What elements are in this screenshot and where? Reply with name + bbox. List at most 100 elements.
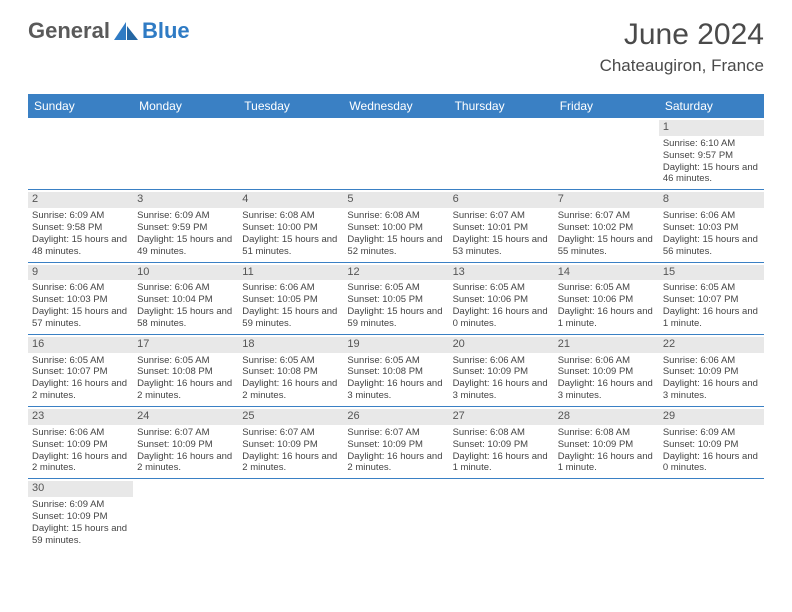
daylight-text: Daylight: 15 hours and 59 minutes. — [242, 306, 339, 330]
empty-cell — [659, 479, 764, 550]
day-cell: 14Sunrise: 6:05 AMSunset: 10:06 PMDaylig… — [554, 263, 659, 334]
sunrise-text: Sunrise: 6:09 AM — [663, 427, 760, 439]
week-row: 2Sunrise: 6:09 AMSunset: 9:58 PMDaylight… — [28, 190, 764, 262]
sunset-text: Sunset: 9:57 PM — [663, 150, 760, 162]
sunrise-text: Sunrise: 6:06 AM — [558, 355, 655, 367]
week-row: 23Sunrise: 6:06 AMSunset: 10:09 PMDaylig… — [28, 407, 764, 479]
sunset-text: Sunset: 10:00 PM — [242, 222, 339, 234]
daylight-text: Daylight: 16 hours and 2 minutes. — [242, 451, 339, 475]
daylight-text: Daylight: 16 hours and 3 minutes. — [558, 378, 655, 402]
empty-cell — [449, 118, 554, 189]
empty-cell — [449, 479, 554, 550]
day-header: Monday — [133, 94, 238, 118]
week-row: 30Sunrise: 6:09 AMSunset: 10:09 PMDaylig… — [28, 479, 764, 550]
day-number: 6 — [449, 192, 554, 208]
day-number: 8 — [659, 192, 764, 208]
empty-cell — [133, 118, 238, 189]
day-cell: 7Sunrise: 6:07 AMSunset: 10:02 PMDayligh… — [554, 190, 659, 261]
day-cell: 5Sunrise: 6:08 AMSunset: 10:00 PMDayligh… — [343, 190, 448, 261]
daylight-text: Daylight: 16 hours and 1 minute. — [453, 451, 550, 475]
day-number: 28 — [554, 409, 659, 425]
empty-cell — [238, 479, 343, 550]
sunrise-text: Sunrise: 6:07 AM — [242, 427, 339, 439]
sunset-text: Sunset: 10:07 PM — [663, 294, 760, 306]
day-number: 30 — [28, 481, 133, 497]
empty-cell — [554, 118, 659, 189]
sunrise-text: Sunrise: 6:08 AM — [558, 427, 655, 439]
daylight-text: Daylight: 16 hours and 2 minutes. — [137, 378, 234, 402]
empty-cell — [343, 479, 448, 550]
day-number: 21 — [554, 337, 659, 353]
sunset-text: Sunset: 10:04 PM — [137, 294, 234, 306]
sunrise-text: Sunrise: 6:09 AM — [137, 210, 234, 222]
day-header: Saturday — [659, 94, 764, 118]
day-number: 7 — [554, 192, 659, 208]
sunset-text: Sunset: 10:07 PM — [32, 366, 129, 378]
day-header: Wednesday — [343, 94, 448, 118]
day-cell: 27Sunrise: 6:08 AMSunset: 10:09 PMDaylig… — [449, 407, 554, 478]
calendar: SundayMondayTuesdayWednesdayThursdayFrid… — [28, 94, 764, 551]
sunrise-text: Sunrise: 6:06 AM — [242, 282, 339, 294]
day-number: 26 — [343, 409, 448, 425]
sunset-text: Sunset: 10:09 PM — [242, 439, 339, 451]
sunrise-text: Sunrise: 6:05 AM — [32, 355, 129, 367]
day-number: 5 — [343, 192, 448, 208]
sunrise-text: Sunrise: 6:05 AM — [347, 282, 444, 294]
sunrise-text: Sunrise: 6:08 AM — [347, 210, 444, 222]
day-cell: 20Sunrise: 6:06 AMSunset: 10:09 PMDaylig… — [449, 335, 554, 406]
day-number: 16 — [28, 337, 133, 353]
day-cell: 8Sunrise: 6:06 AMSunset: 10:03 PMDayligh… — [659, 190, 764, 261]
sunrise-text: Sunrise: 6:08 AM — [242, 210, 339, 222]
daylight-text: Daylight: 15 hours and 58 minutes. — [137, 306, 234, 330]
sunrise-text: Sunrise: 6:06 AM — [663, 355, 760, 367]
daylight-text: Daylight: 15 hours and 52 minutes. — [347, 234, 444, 258]
week-row: 9Sunrise: 6:06 AMSunset: 10:03 PMDayligh… — [28, 263, 764, 335]
sunset-text: Sunset: 10:03 PM — [32, 294, 129, 306]
sunrise-text: Sunrise: 6:10 AM — [663, 138, 760, 150]
sunrise-text: Sunrise: 6:06 AM — [663, 210, 760, 222]
sunset-text: Sunset: 10:09 PM — [347, 439, 444, 451]
daylight-text: Daylight: 16 hours and 2 minutes. — [32, 378, 129, 402]
day-cell: 6Sunrise: 6:07 AMSunset: 10:01 PMDayligh… — [449, 190, 554, 261]
empty-cell — [28, 118, 133, 189]
sunset-text: Sunset: 10:09 PM — [663, 439, 760, 451]
sunrise-text: Sunrise: 6:05 AM — [242, 355, 339, 367]
sunset-text: Sunset: 10:09 PM — [453, 366, 550, 378]
daylight-text: Daylight: 16 hours and 1 minute. — [558, 451, 655, 475]
daylight-text: Daylight: 15 hours and 48 minutes. — [32, 234, 129, 258]
sunset-text: Sunset: 10:09 PM — [558, 439, 655, 451]
day-cell: 12Sunrise: 6:05 AMSunset: 10:05 PMDaylig… — [343, 263, 448, 334]
day-number: 17 — [133, 337, 238, 353]
week-row: 1Sunrise: 6:10 AMSunset: 9:57 PMDaylight… — [28, 118, 764, 190]
empty-cell — [343, 118, 448, 189]
sunset-text: Sunset: 10:09 PM — [663, 366, 760, 378]
day-cell: 3Sunrise: 6:09 AMSunset: 9:59 PMDaylight… — [133, 190, 238, 261]
sunrise-text: Sunrise: 6:07 AM — [558, 210, 655, 222]
day-number: 3 — [133, 192, 238, 208]
sunset-text: Sunset: 10:08 PM — [242, 366, 339, 378]
sunrise-text: Sunrise: 6:06 AM — [32, 282, 129, 294]
day-header: Friday — [554, 94, 659, 118]
daylight-text: Daylight: 15 hours and 46 minutes. — [663, 162, 760, 186]
day-number: 14 — [554, 265, 659, 281]
day-number: 27 — [449, 409, 554, 425]
sunrise-text: Sunrise: 6:07 AM — [453, 210, 550, 222]
daylight-text: Daylight: 15 hours and 53 minutes. — [453, 234, 550, 258]
sunset-text: Sunset: 10:09 PM — [558, 366, 655, 378]
sunset-text: Sunset: 10:06 PM — [453, 294, 550, 306]
logo-text-general: General — [28, 18, 110, 44]
sunset-text: Sunset: 10:09 PM — [32, 439, 129, 451]
daylight-text: Daylight: 16 hours and 0 minutes. — [453, 306, 550, 330]
title-block: June 2024 Chateaugiron, France — [600, 18, 764, 76]
sunrise-text: Sunrise: 6:07 AM — [137, 427, 234, 439]
sunrise-text: Sunrise: 6:08 AM — [453, 427, 550, 439]
day-number: 9 — [28, 265, 133, 281]
empty-cell — [133, 479, 238, 550]
day-header: Thursday — [449, 94, 554, 118]
day-cell: 18Sunrise: 6:05 AMSunset: 10:08 PMDaylig… — [238, 335, 343, 406]
daylight-text: Daylight: 16 hours and 3 minutes. — [453, 378, 550, 402]
daylight-text: Daylight: 15 hours and 49 minutes. — [137, 234, 234, 258]
month-title: June 2024 — [600, 18, 764, 52]
day-number: 11 — [238, 265, 343, 281]
sunset-text: Sunset: 10:08 PM — [347, 366, 444, 378]
